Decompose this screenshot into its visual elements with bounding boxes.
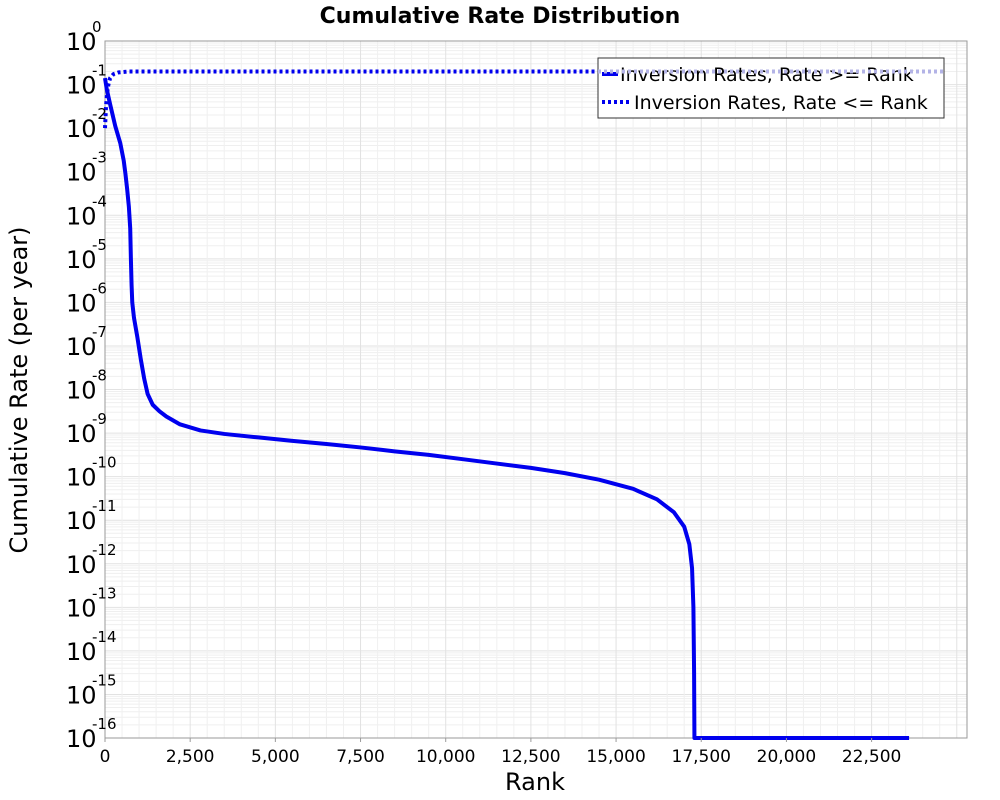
y-tick: 10-16 [66,715,117,753]
legend-label-rate-ge-rank: Inversion Rates, Rate >= Rank [620,64,914,86]
y-tick: 100 [66,18,102,56]
series-line-rate-le-rank [103,69,910,129]
x-axis-label: Rank [505,768,565,796]
y-tick: 10-14 [66,628,117,666]
y-tick: 10-3 [66,149,107,187]
legend-box [597,57,945,119]
y-tick-exponent: -13 [92,584,117,602]
x-tick-label: 5,000 [251,747,300,767]
x-tick-label: 22,500 [842,747,901,767]
y-tick-base: 10 [66,159,97,187]
y-tick-exponent: -16 [92,715,117,733]
y-axis-ticks: 10010-110-210-310-410-510-610-710-810-91… [66,18,117,753]
x-tick-label: 0 [100,747,111,767]
y-tick-base: 10 [66,72,97,100]
x-axis-ticks: 0 2,500 5,000 7,500 10,000 12,500 15,000 17,500… [100,738,901,767]
y-tick: 10-5 [66,236,107,274]
legend: Inversion Rates, Rate >= Rank Inversion … [597,57,945,119]
y-tick: 10-6 [66,279,107,317]
y-tick-exponent: -12 [92,541,117,559]
y-axis-label: Cumulative Rate (per year) [5,226,33,553]
y-tick-base: 10 [66,246,97,274]
x-tick-label: 10,000 [416,747,475,767]
legend-label-rate-le-rank: Inversion Rates, Rate <= Rank [634,92,928,114]
y-tick: 10-2 [66,105,107,143]
y-tick-base: 10 [66,681,97,709]
y-tick-base: 10 [66,464,97,492]
y-tick-exponent: -15 [92,671,117,689]
series-layer [103,69,910,740]
y-tick: 10-8 [66,367,107,405]
y-tick: 10-1 [66,62,107,100]
y-tick-exponent: -3 [92,149,107,167]
x-tick-label: 17,500 [672,747,731,767]
y-tick: 10-11 [66,497,117,535]
x-tick-label: 2,500 [166,747,215,767]
y-tick-exponent: -10 [92,454,117,472]
y-tick: 10-13 [66,584,117,622]
y-tick-exponent: -4 [92,192,107,210]
series-line-rate-ge-rank [103,77,910,740]
y-tick-exponent: -5 [92,236,107,254]
y-tick-base: 10 [66,377,97,405]
y-tick-exponent: -1 [92,62,107,80]
y-tick-exponent: 0 [92,18,102,36]
y-tick-base: 10 [66,333,97,361]
y-tick-base: 10 [66,725,97,753]
y-tick-exponent: -14 [92,628,117,646]
plot-frame [104,40,968,739]
y-tick-exponent: -11 [92,497,117,515]
y-tick: 10-7 [66,323,107,361]
y-tick-exponent: -8 [92,367,107,385]
x-tick-label: 12,500 [501,747,560,767]
y-tick-base: 10 [66,202,97,230]
y-tick: 10-12 [66,541,117,579]
y-tick-exponent: -7 [92,323,107,341]
y-tick-base: 10 [66,420,97,448]
y-tick: 10-10 [66,454,117,492]
y-tick: 10-15 [66,671,117,709]
y-tick-base: 10 [66,289,97,317]
y-tick-base: 10 [66,638,97,666]
chart-title: Cumulative Rate Distribution [320,4,681,29]
x-tick-label: 7,500 [336,747,385,767]
y-tick-base: 10 [66,551,97,579]
y-tick: 10-9 [66,410,107,448]
y-tick-exponent: -9 [92,410,107,428]
y-tick: 10-4 [66,192,107,230]
y-tick-base: 10 [66,594,97,622]
y-tick-exponent: -2 [92,105,107,123]
y-tick-exponent: -6 [92,279,107,297]
y-tick-base: 10 [66,115,97,143]
x-tick-label: 20,000 [757,747,816,767]
x-tick-label: 15,000 [586,747,645,767]
y-tick-base: 10 [66,507,97,535]
y-tick-base: 10 [66,28,97,56]
